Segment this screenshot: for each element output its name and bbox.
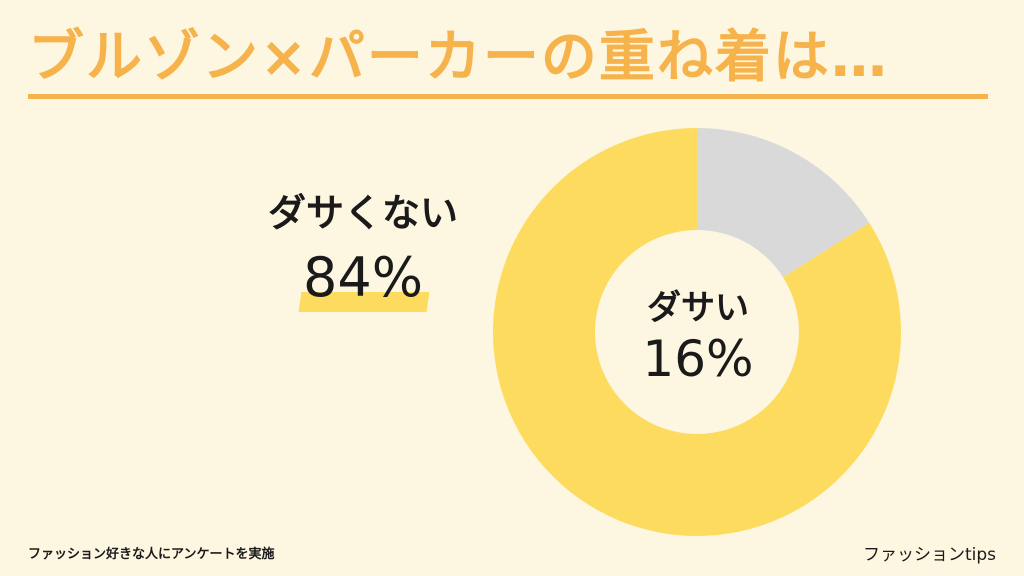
chart-title: ブルゾン×パーカーの重ね着は…: [28, 25, 889, 90]
brand-name: ファッションtips: [862, 545, 996, 565]
slice-label-not-dasai: ダサくない: [267, 191, 458, 235]
survey-source-note: ファッション好きな人にアンケートを実施: [28, 547, 275, 562]
slice-label-dasai: ダサい: [647, 288, 749, 328]
slice-value-not-dasai: 84%: [302, 246, 424, 309]
title-underline: [28, 94, 988, 99]
slice-value-dasai: 16%: [642, 330, 754, 388]
donut-hole: [595, 230, 799, 434]
